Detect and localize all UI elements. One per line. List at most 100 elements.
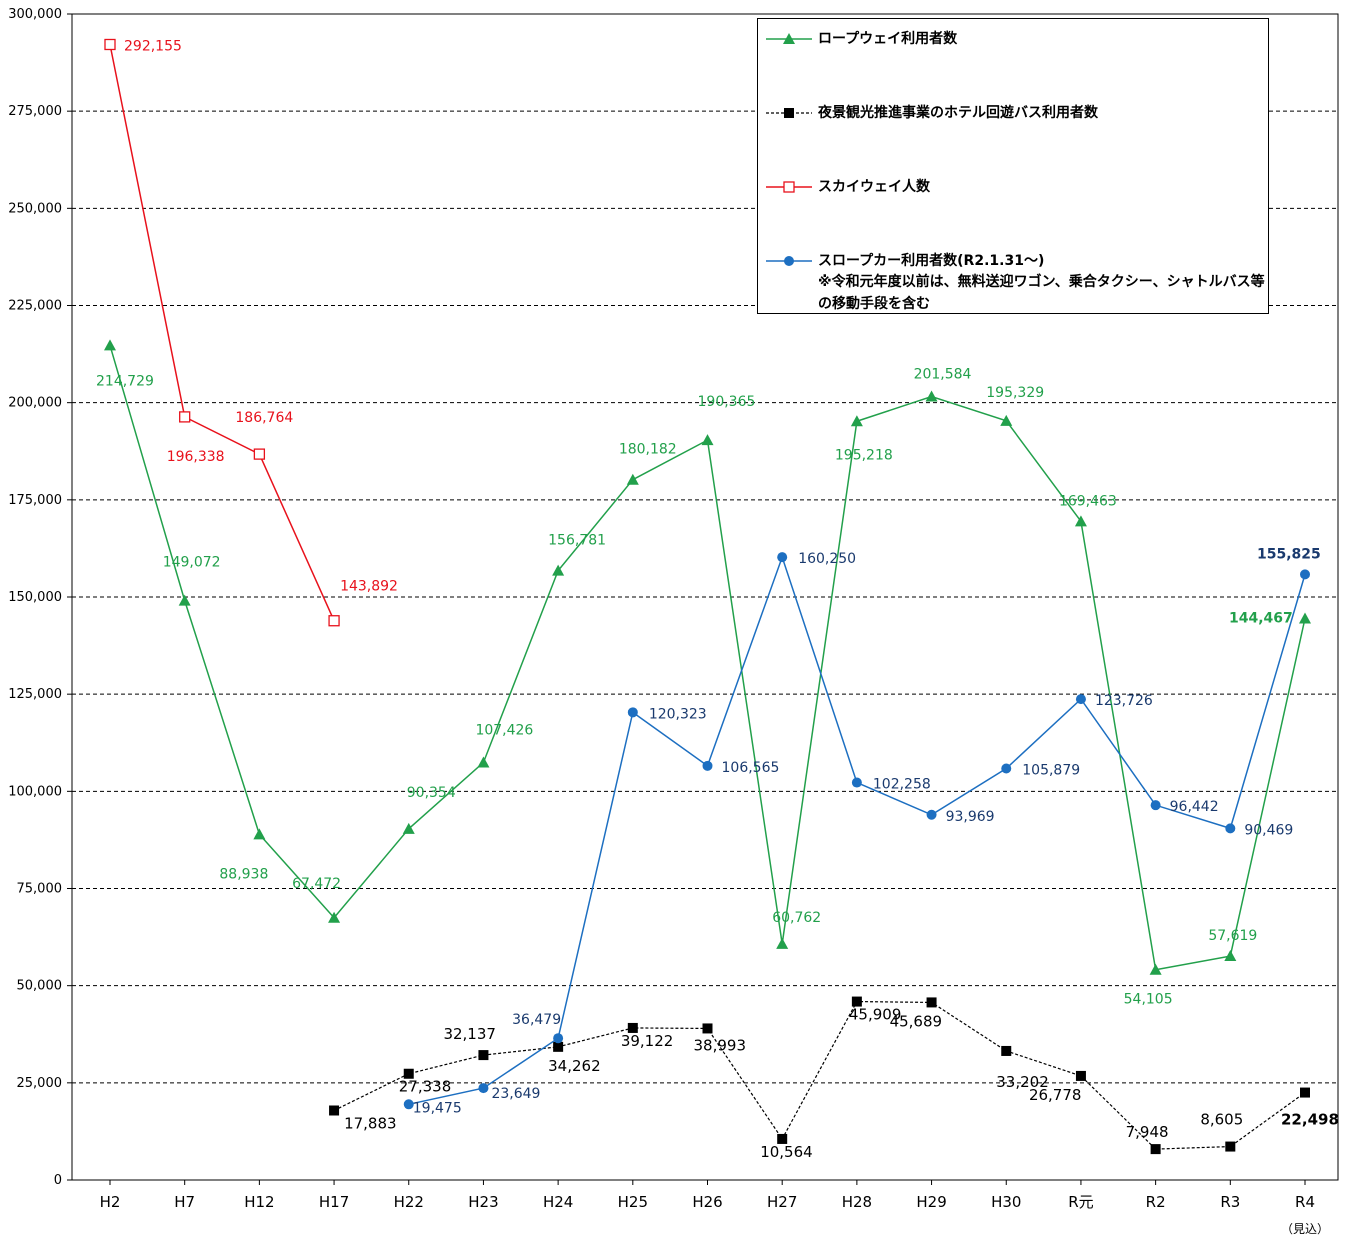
ropeway-marker [626, 473, 639, 485]
ropeway-data-label: 190,365 [698, 394, 756, 410]
slopecar-data-label: 23,649 [491, 1086, 540, 1102]
legend-item-hotelbus: 夜景観光推進事業のホテル回遊バス利用者数 [764, 105, 1098, 124]
ropeway-data-label: 195,329 [986, 385, 1044, 401]
skyway-data-label: 196,338 [167, 449, 225, 465]
skyway-data-label: 292,155 [124, 38, 182, 54]
hotelbus-marker [1001, 1045, 1012, 1056]
series-hotelbus [329, 996, 1310, 1155]
hotelbus-data-label: 27,338 [399, 1078, 452, 1096]
x-tick-label: H29 [916, 1193, 946, 1211]
x-tick-label: H28 [842, 1193, 872, 1211]
y-tick-label: 150,000 [8, 590, 62, 605]
x-tick-label: H23 [468, 1193, 498, 1211]
hotelbus-data-label: 38,993 [694, 1036, 747, 1054]
ropeway-marker [1074, 515, 1087, 527]
legend-swatch-slopecar [766, 256, 812, 266]
ropeway-data-label: 144,467 [1229, 611, 1293, 627]
x-tick-label: H30 [991, 1193, 1021, 1211]
series-skyway [104, 38, 340, 627]
slopecar-marker [403, 1099, 414, 1110]
hotelbus-marker [777, 1133, 788, 1144]
skyway-marker [179, 411, 191, 423]
slopecar-marker [1075, 694, 1086, 705]
hotelbus-line [333, 1000, 1306, 1150]
hotelbus-marker [627, 1022, 638, 1033]
x-tick-label: R3 [1220, 1193, 1240, 1211]
slopecar-data-label: 96,442 [1170, 799, 1219, 815]
x-tick-label: H22 [394, 1193, 424, 1211]
y-tick-label: 250,000 [8, 201, 62, 216]
x-tick-label: H7 [174, 1193, 195, 1211]
ropeway-marker [328, 911, 341, 923]
slopecar-data-label: 155,825 [1257, 546, 1321, 562]
ropeway-data-label: 60,762 [772, 910, 821, 926]
hotelbus-data-label: 22,498 [1281, 1111, 1339, 1129]
y-tick-label: 200,000 [8, 396, 62, 411]
hotelbus-data-label: 45,689 [890, 1012, 943, 1030]
x-tick-label: R2 [1146, 1193, 1166, 1211]
legend-note-slopecar: ※令和元年度以前は、無料送迎ワゴン、乗合タクシー、シャトルバス等の移動手段を含む [818, 274, 1265, 312]
hotelbus-marker [403, 1068, 414, 1079]
series-ropeway [104, 339, 1311, 975]
x-axis: H2 H7 H12 H17 H22 H23 H24 H25 H26 H27 H28 H29 H30 R元 R… [100, 1180, 1329, 1236]
slopecar-marker [702, 760, 713, 771]
slopecar-marker [627, 707, 638, 718]
ropeway-marker [925, 390, 938, 402]
skyway-marker [253, 448, 266, 460]
legend-swatch-ropeway [766, 33, 812, 44]
slopecar-marker [1001, 763, 1012, 774]
ropeway-marker [552, 564, 565, 576]
ropeway-marker [701, 434, 714, 446]
slopecar-data-label: 105,879 [1022, 762, 1080, 778]
hotelbus-data-label: 17,883 [344, 1114, 397, 1132]
slopecar-marker [478, 1083, 489, 1094]
x-tick-label: H12 [244, 1193, 274, 1211]
ropeway-data-label: 67,472 [292, 876, 341, 892]
y-tick-label: 0 [54, 1173, 62, 1188]
y-tick-label: 25,000 [17, 1076, 63, 1091]
slopecar-marker [553, 1033, 564, 1044]
ropeway-marker [1224, 950, 1237, 962]
x-tick-label: H24 [543, 1193, 573, 1211]
hotelbus-data-label: 7,948 [1126, 1123, 1169, 1141]
hotelbus-data-label: 45,909 [849, 1006, 902, 1024]
hotelbus-marker [478, 1050, 489, 1061]
slopecar-marker [1225, 823, 1236, 834]
legend-item-slopecar: スロープカー利用者数(R2.1.31～) [764, 253, 1044, 272]
slopecar-data-label: 106,565 [722, 760, 780, 776]
slopecar-data-label: 90,469 [1244, 822, 1293, 838]
ropeway-data-label: 169,463 [1059, 493, 1117, 509]
y-axis: 0 25,000 50,000 75,000 100,000 125,000 150,000… [8, 7, 72, 1188]
y-tick-label: 125,000 [8, 687, 62, 702]
legend-item-skyway: スカイウェイ人数 [764, 179, 930, 198]
ropeway-marker [1299, 612, 1311, 624]
ropeway-marker [1000, 414, 1013, 426]
hotelbus-data-label: 39,122 [621, 1032, 674, 1050]
ropeway-data-label: 90,354 [407, 785, 456, 801]
skyway-data-label: 143,892 [340, 579, 398, 595]
legend-label-skyway: スカイウェイ人数 [818, 179, 930, 195]
slopecar-data-label: 102,258 [873, 777, 931, 793]
ropeway-marker [402, 822, 415, 834]
series-layer [104, 38, 1311, 1155]
hotelbus-marker [1075, 1070, 1086, 1081]
hotelbus-marker [1300, 1087, 1310, 1098]
hotelbus-data-label: 34,262 [548, 1057, 601, 1075]
hotelbus-marker [553, 1041, 564, 1052]
ropeway-marker [178, 594, 191, 606]
slopecar-marker [851, 777, 862, 788]
ropeway-data-label: 88,938 [219, 866, 268, 882]
x-tick-label: H27 [767, 1193, 797, 1211]
x-tick-note: （見込） [1281, 1222, 1329, 1236]
ropeway-data-label: 201,584 [914, 367, 972, 383]
x-tick-label: R元 [1068, 1193, 1093, 1211]
hotelbus-marker [1225, 1141, 1236, 1152]
slopecar-marker [777, 552, 788, 563]
slopecar-data-label: 120,323 [649, 706, 707, 722]
x-tick-label: H2 [100, 1193, 121, 1211]
slopecar-data-label: 36,479 [512, 1012, 561, 1028]
skyway-marker [328, 615, 340, 627]
hotelbus-marker [926, 997, 937, 1008]
ropeway-data-label: 156,781 [548, 533, 606, 549]
legend-label-ropeway: ロープウェイ利用者数 [818, 31, 958, 47]
